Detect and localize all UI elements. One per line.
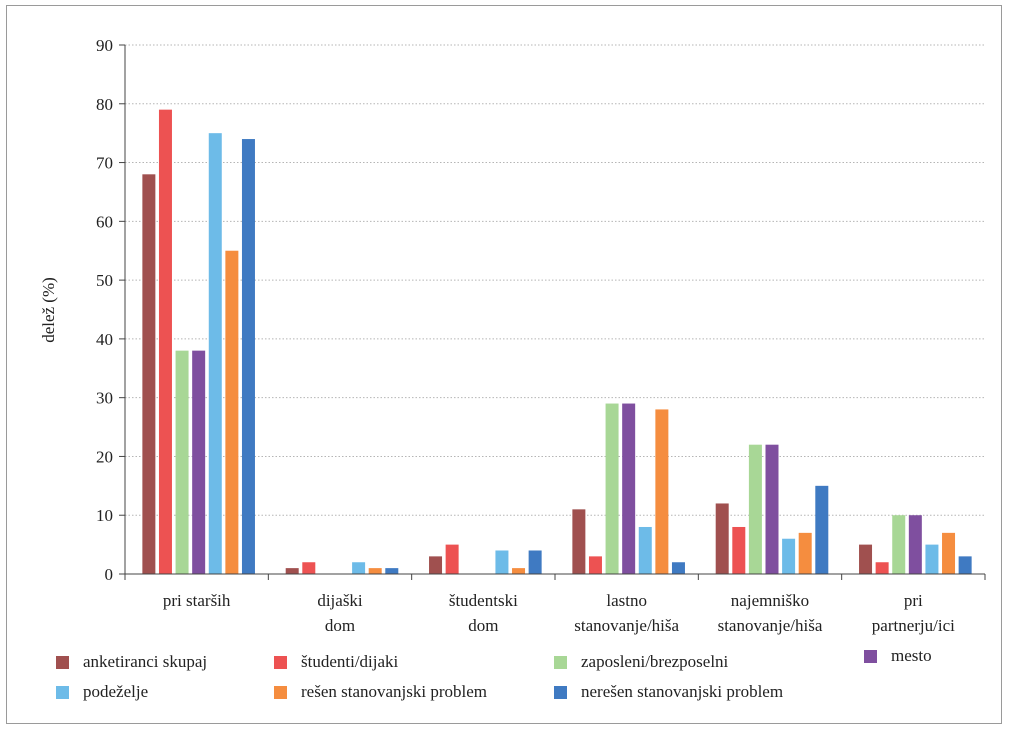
bar <box>192 351 205 574</box>
bar <box>225 251 238 574</box>
legend-swatch <box>56 686 69 699</box>
bar <box>352 562 365 574</box>
bar <box>732 527 745 574</box>
legend-item: nerešen stanovanjski problem <box>554 682 783 702</box>
legend-label: nerešen stanovanjski problem <box>581 682 783 702</box>
y-tick-label: 0 <box>105 565 114 584</box>
legend-swatch <box>274 656 287 669</box>
bar <box>716 503 729 574</box>
bar <box>302 562 315 574</box>
category-label: dom <box>325 616 355 635</box>
bar <box>589 556 602 574</box>
y-tick-label: 60 <box>96 212 113 231</box>
bar <box>909 515 922 574</box>
bar <box>672 562 685 574</box>
bar <box>815 486 828 574</box>
bar <box>655 409 668 574</box>
legend-label: mesto <box>891 646 932 666</box>
y-tick-label: 20 <box>96 447 113 466</box>
bar <box>622 404 635 574</box>
bar <box>369 568 382 574</box>
bar <box>606 404 619 574</box>
bar <box>242 139 255 574</box>
bar <box>495 550 508 574</box>
y-tick-label: 90 <box>96 36 113 55</box>
legend-item: anketiranci skupaj <box>56 652 207 672</box>
bar <box>512 568 525 574</box>
y-tick-labels: 0 10 20 30 40 50 60 70 80 90 <box>96 36 113 584</box>
y-tick-label: 30 <box>96 389 113 408</box>
bar <box>859 545 872 574</box>
legend-label: zaposleni/brezposelni <box>581 652 728 672</box>
bar <box>782 539 795 574</box>
legend-item: zaposleni/brezposelni <box>554 652 728 672</box>
category-label: pri <box>904 591 923 610</box>
y-tick-label: 10 <box>96 506 113 525</box>
y-tick-label: 80 <box>96 95 113 114</box>
legend-label: podeželje <box>83 682 148 702</box>
y-tick-label: 70 <box>96 154 113 173</box>
bar <box>925 545 938 574</box>
legend-swatch <box>554 656 567 669</box>
category-label: najemniško <box>731 591 809 610</box>
bar <box>159 110 172 574</box>
legend-swatch <box>274 686 287 699</box>
bar <box>749 445 762 574</box>
bar <box>429 556 442 574</box>
bar <box>892 515 905 574</box>
bar <box>799 533 812 574</box>
bar <box>209 133 222 574</box>
legend-label: rešen stanovanjski problem <box>301 682 487 702</box>
bar <box>529 550 542 574</box>
bar <box>876 562 889 574</box>
bar <box>176 351 189 574</box>
bar <box>942 533 955 574</box>
y-axis-title: delež (%) <box>39 277 58 343</box>
category-label: stanovanje/hiša <box>574 616 679 635</box>
bar <box>286 568 299 574</box>
category-label: pri starših <box>163 591 231 610</box>
bars <box>142 110 971 574</box>
y-tick-label: 50 <box>96 271 113 290</box>
category-label: dijaški <box>317 591 363 610</box>
bar <box>142 174 155 574</box>
y-tick-label: 40 <box>96 330 113 349</box>
legend-swatch <box>864 650 877 663</box>
legend: anketiranci skupaj študenti/dijaki zaposle… <box>56 646 956 712</box>
bar <box>639 527 652 574</box>
legend-item: študenti/dijaki <box>274 652 398 672</box>
category-label: partnerju/ici <box>872 616 955 635</box>
category-label: lastno <box>606 591 647 610</box>
legend-item: mesto <box>864 646 932 666</box>
bar <box>959 556 972 574</box>
legend-item: podeželje <box>56 682 148 702</box>
category-labels: pri starših dijaški dom študentski dom lastno… <box>163 591 955 635</box>
bar <box>572 509 585 574</box>
bar <box>766 445 779 574</box>
bar <box>446 545 459 574</box>
legend-swatch <box>56 656 69 669</box>
legend-item: rešen stanovanjski problem <box>274 682 487 702</box>
legend-swatch <box>554 686 567 699</box>
category-label: dom <box>468 616 498 635</box>
category-label: stanovanje/hiša <box>718 616 823 635</box>
legend-label: študenti/dijaki <box>301 652 398 672</box>
legend-label: anketiranci skupaj <box>83 652 207 672</box>
category-label: študentski <box>449 591 518 610</box>
bar <box>385 568 398 574</box>
